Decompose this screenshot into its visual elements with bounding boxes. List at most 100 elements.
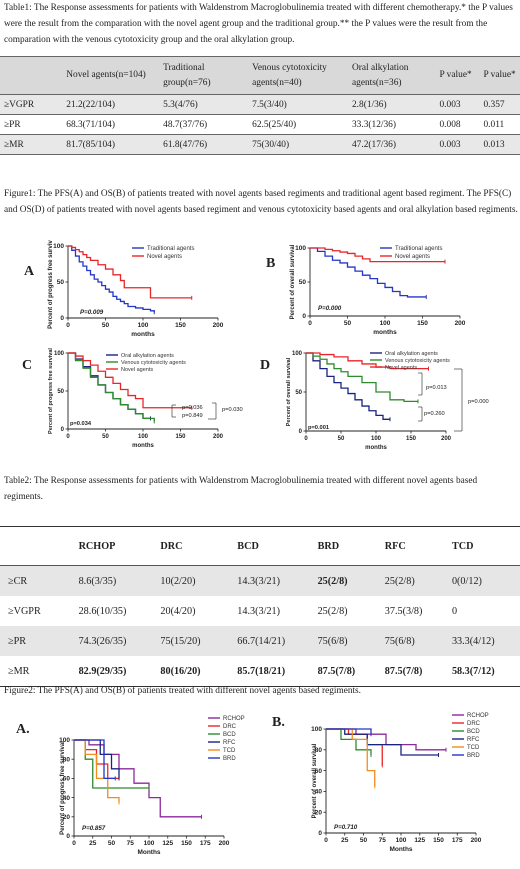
table2-cell: 33.3(4/12) — [443, 626, 520, 656]
p-value-annotation: p=0.260 — [424, 411, 445, 417]
p-value-annotation: p=0.000 — [468, 399, 489, 405]
x-tick-label: 175 — [200, 840, 211, 847]
panel-letter-d: D — [260, 358, 271, 373]
x-axis-label: months — [373, 329, 397, 336]
km-plot-fig1-a: 0 50 100 150 200 0 50 100 months Percent of progr… — [48, 240, 224, 338]
legend-label: RCHOP — [223, 716, 245, 722]
table1-header-cell — [0, 56, 63, 95]
table2-header-cell: RCHOP — [70, 526, 153, 566]
table1-caption: Table1: The Response assessments for pat… — [4, 3, 513, 45]
y-tick-label: 0 — [299, 429, 303, 435]
p-value-annotation: p=0.034 — [70, 421, 92, 427]
x-tick-label: 100 — [396, 837, 407, 844]
table2-cell: 20(4/20) — [160, 605, 196, 617]
table2-cell: 75(6/8) — [309, 626, 377, 656]
km-curve-traditional-agents — [68, 245, 155, 313]
legend-label: Novel agents — [121, 367, 153, 373]
legend-label: Novel agents — [147, 254, 182, 260]
table1-header-cell: P value* — [479, 56, 520, 95]
table-row: ≥MR 82.9(29/35) 80(16/20) 85.7(18/21) 87.5(7… — [0, 656, 520, 687]
legend-label: TCD — [467, 745, 480, 751]
table-row: ≥MR 81.7(85/104) 61.8(47/76) 75(30/40) 47.2(… — [0, 134, 520, 155]
km-curve-novel-agents — [306, 352, 429, 370]
panel-letter-fig2-b: B. — [272, 715, 285, 730]
legend-label: Novel agents — [395, 254, 430, 260]
legend-label: Oral alkylation agents — [121, 353, 174, 359]
km-curve-novel-agents — [68, 352, 192, 409]
table1-cell: 0.011 — [479, 114, 520, 135]
table1-cell: 68.3(71/104) — [62, 114, 160, 135]
table1-cell: ≥PR — [0, 114, 63, 135]
p-value-annotation: P=0.710 — [334, 824, 358, 831]
table2-cell: 37.5(3/8) — [384, 605, 423, 617]
legend-label: Venous cytotoxicity agents — [121, 360, 186, 366]
table2-cell: ≥MR — [0, 656, 71, 687]
table-row: ≥PR 74.3(26/35) 75(15/20) 66.7(14/21) 75(6/8… — [0, 626, 520, 656]
x-axis-label: months — [365, 445, 387, 451]
x-tick-label: 100 — [138, 434, 149, 440]
table2-cell: 0(0/12) — [443, 565, 520, 596]
table2-cell: 25(2/8) — [376, 565, 444, 596]
km-plot-fig1-b: 0 50 100 150 200 0 50 100 months Percent of overa… — [290, 244, 466, 336]
p-value-annotation: P=0.009 — [80, 309, 104, 316]
panel-letter-a: A — [24, 264, 35, 279]
y-tick-label: 100 — [59, 737, 70, 744]
legend-label: RFC — [467, 737, 480, 743]
x-tick-label: 75 — [379, 837, 387, 844]
km-plot-fig1-d: 0 50 100 150 200 0 50 100 months Percent of overa… — [286, 351, 489, 451]
table1-cell: 81.7(85/104) — [62, 134, 160, 155]
table2-cell: 14.3(3/21) — [237, 605, 281, 617]
panel-letter-c: C — [22, 358, 33, 373]
km-curve-novel-agents — [68, 245, 192, 299]
y-tick-label: 0 — [61, 427, 65, 433]
y-tick-label: 50 — [295, 390, 302, 396]
y-axis-label: Percent of overall survival — [312, 743, 318, 818]
table2-cell: 74.3(26/35) — [70, 626, 153, 656]
p-value-annotation: p=0.036 — [182, 405, 203, 411]
x-axis-label: months — [131, 331, 155, 338]
y-tick-label: 80 — [315, 747, 323, 754]
table2-header-cell: BRD — [309, 526, 377, 566]
y-axis-label: Percent of progress free survival — [48, 240, 54, 329]
km-curve-venous-cytotoxicity-agents — [306, 352, 418, 403]
x-tick-label: 75 — [127, 840, 135, 847]
table2-cell: 25(2/8) — [309, 565, 377, 596]
table2-cell: 14.3(3/21) — [229, 565, 310, 596]
km-curve-novel-agents — [310, 247, 445, 263]
x-tick-label: 50 — [102, 434, 109, 440]
panel-letter-fig2-a: A. — [16, 722, 30, 737]
x-tick-label: 200 — [441, 436, 452, 442]
table2-cell: ≥CR — [0, 565, 71, 596]
y-tick-label: 100 — [311, 726, 322, 733]
figure1-caption: Figure1: The PFS(A) and OS(B) of patient… — [4, 189, 518, 215]
y-tick-label: 100 — [295, 245, 306, 252]
table1-header-cell: Oral alkylation agents(n=36) — [347, 56, 436, 95]
km-plot-fig1-c: 0 50 100 150 200 0 50 100 months Percent of progr… — [48, 348, 243, 449]
x-tick-label: 100 — [138, 322, 149, 329]
x-tick-label: 0 — [308, 320, 312, 327]
x-tick-label: 0 — [66, 322, 70, 329]
x-tick-label: 150 — [406, 436, 417, 442]
x-tick-label: 0 — [72, 840, 76, 847]
x-tick-label: 0 — [66, 434, 70, 440]
table2-cell: 10(2/20) — [152, 565, 230, 596]
x-tick-label: 200 — [455, 320, 466, 327]
y-tick-label: 20 — [63, 814, 71, 821]
x-tick-label: 50 — [338, 436, 345, 442]
x-tick-label: 200 — [219, 840, 230, 847]
x-axis-label: Months — [137, 849, 160, 856]
table2-cell: 82.9(29/35) — [70, 656, 153, 687]
x-tick-label: 150 — [181, 840, 192, 847]
table2-cell: ≥PR — [0, 626, 71, 656]
table1-cell: 0.013 — [479, 134, 520, 155]
table1-header-cell: Novel agents(n=104) — [62, 56, 160, 95]
x-tick-label: 0 — [324, 837, 328, 844]
x-axis-label: months — [132, 443, 154, 449]
table2-header-cell: TCD — [443, 526, 520, 566]
y-tick-label: 0 — [318, 830, 322, 837]
y-tick-label: 100 — [53, 243, 64, 250]
x-tick-label: 100 — [144, 840, 155, 847]
table1-header-row: Novel agents(n=104) Traditional group(n=7… — [0, 56, 520, 95]
km-plot-fig2-b: 0 25 50 75 100 125 150 175 200 0 20 40 60 80 100 Months… — [311, 713, 489, 853]
table2-cell: ≥VGPR — [8, 605, 41, 617]
